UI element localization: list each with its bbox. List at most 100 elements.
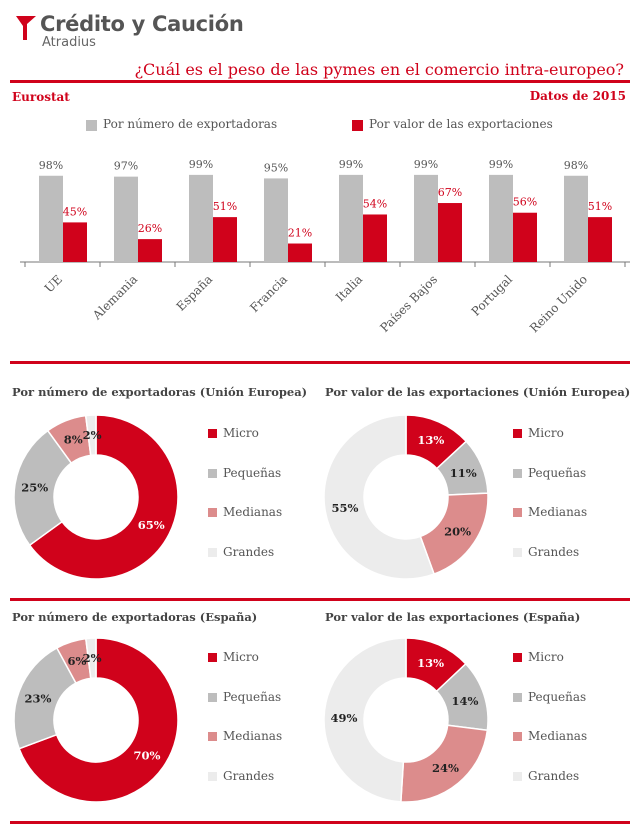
- bar-label-value-2: 51%: [213, 200, 237, 213]
- bar-label-value-1: 26%: [138, 222, 162, 235]
- bar-value-7: [588, 217, 612, 262]
- legend-label-medianas: Medianas: [223, 729, 283, 743]
- bar-label-count-5: 99%: [414, 158, 438, 171]
- donut-label-medianas: 24%: [432, 761, 459, 775]
- section-divider-1: [10, 361, 630, 364]
- legend-label-medianas: Medianas: [528, 729, 588, 743]
- section-divider-2: [10, 598, 630, 601]
- brand-subtitle: Atradius: [42, 35, 96, 50]
- page-title: ¿Cuál es el peso de las pymes en el come…: [134, 60, 624, 79]
- donut-label-medianas: 20%: [444, 524, 471, 538]
- legend-label-grandes: Grandes: [223, 544, 275, 559]
- donut-title-eu-count: Por número de exportadoras (Unión Europe…: [12, 385, 308, 399]
- bar-count-2: [189, 174, 213, 262]
- legend-label-micro: Micro: [528, 650, 564, 664]
- section-divider-3: [10, 821, 630, 824]
- x-tick-label-0: UE: [42, 272, 65, 295]
- legend-swatch-grandes: [513, 771, 522, 781]
- legend-swatch-medianas: [208, 732, 217, 741]
- legend-label-count: Por número de exportadoras: [103, 117, 278, 131]
- bar-count-1: [114, 176, 138, 262]
- date-label: Datos de 2015: [529, 89, 626, 103]
- legend-swatch-micro: [513, 653, 522, 662]
- donut-slice-pequenas: [13, 429, 73, 547]
- legend-swatch-micro: [208, 653, 217, 662]
- bar-label-value-0: 45%: [63, 205, 87, 218]
- donut-slice-micro: [18, 637, 179, 803]
- legend-label-pequenas: Pequeñas: [528, 465, 587, 480]
- donut-slice-grandes: [323, 414, 436, 580]
- bar-label-count-6: 99%: [489, 158, 513, 171]
- donut-slice-grandes: [84, 637, 97, 680]
- logo-mark-icon: [16, 16, 36, 40]
- source-label: Eurostat: [12, 90, 70, 104]
- x-tick-label-5: Países Bajos: [377, 272, 440, 335]
- bar-value-3: [288, 243, 312, 262]
- donut-label-micro: 13%: [417, 656, 444, 670]
- donut-label-grandes: 49%: [331, 711, 358, 725]
- legend-swatch-value: [352, 120, 363, 131]
- bar-label-value-3: 21%: [288, 227, 312, 240]
- legend-label-medianas: Medianas: [223, 505, 283, 519]
- legend-swatch-pequenas: [208, 692, 217, 702]
- bar-chart: 98% 45% UE 97% 26% Alemania 99% 51% España 95% 21%…: [20, 158, 630, 335]
- bar-label-count-4: 99%: [339, 158, 363, 171]
- donut-label-micro: 65%: [138, 518, 165, 532]
- bar-value-2: [213, 217, 237, 262]
- legend-swatch-medianas: [513, 732, 522, 741]
- x-tick-label-4: Italia: [333, 272, 365, 304]
- legend-label-grandes: Grandes: [223, 768, 275, 783]
- donut-label-pequenas: 11%: [450, 466, 477, 480]
- legend-label-pequenas: Pequeñas: [223, 689, 282, 704]
- legend-label-grandes: Grandes: [528, 768, 580, 783]
- legend-swatch-medianas: [208, 508, 217, 517]
- bar-count-0: [39, 175, 63, 262]
- donut-label-grandes: 2%: [83, 428, 102, 442]
- x-tick-label-1: Alemania: [89, 272, 140, 323]
- donut-chart-eu-value: 13% 11% 20% 55%: [323, 414, 489, 580]
- donut-chart-es-value: 13% 14% 24% 49%: [323, 637, 489, 803]
- legend-swatch-pequenas: [513, 692, 522, 702]
- legend-label-micro: Micro: [223, 426, 259, 440]
- bar-value-5: [438, 203, 462, 262]
- donut-title-es-value: Por valor de las exportaciones (España): [325, 610, 581, 624]
- legend-swatch-grandes: [513, 547, 522, 557]
- legend-swatch-medianas: [513, 508, 522, 517]
- bar-value-0: [63, 222, 87, 262]
- legend-label-micro: Micro: [223, 650, 259, 664]
- x-tick-label-7: Reino Unido: [527, 272, 590, 335]
- donut-chart-es-count: 70% 23% 6%2%: [13, 637, 179, 803]
- donut-chart-eu-count: 65% 25% 8% 2%: [13, 414, 179, 580]
- x-tick-label-2: España: [174, 272, 215, 313]
- donut-slice-medianas: [400, 724, 489, 803]
- bar-label-value-4: 54%: [363, 197, 387, 210]
- donut-label-grandes: 2%: [83, 651, 102, 665]
- bar-count-7: [564, 175, 588, 262]
- legend-label-medianas: Medianas: [528, 505, 588, 519]
- bar-label-count-1: 97%: [114, 160, 138, 173]
- donut-label-pequenas: 25%: [21, 480, 48, 494]
- bar-label-count-7: 98%: [564, 159, 588, 172]
- donut-title-es-count: Por número de exportadoras (España): [12, 610, 258, 624]
- donut-label-micro: 13%: [417, 433, 444, 447]
- bar-label-value-7: 51%: [588, 200, 612, 213]
- bar-label-count-0: 98%: [39, 159, 63, 172]
- legend-label-pequenas: Pequeñas: [223, 465, 282, 480]
- donut-label-medianas: 6%: [68, 654, 87, 668]
- legend-label-pequenas: Pequeñas: [528, 689, 587, 704]
- bar-count-4: [339, 174, 363, 262]
- donut-label-pequenas: 14%: [451, 694, 478, 708]
- header-divider: [10, 80, 630, 83]
- legend-swatch-pequenas: [208, 468, 217, 478]
- legend-swatch-count: [86, 120, 97, 131]
- x-tick-label-6: Portugal: [469, 272, 516, 319]
- legend-swatch-micro: [208, 429, 217, 438]
- donut-label-pequenas: 23%: [24, 691, 51, 705]
- donut-label-grandes: 55%: [331, 501, 358, 515]
- legend-label-micro: Micro: [528, 426, 564, 440]
- bar-count-6: [489, 174, 513, 262]
- legend-swatch-pequenas: [513, 468, 522, 478]
- legend-swatch-grandes: [208, 547, 217, 557]
- legend-swatch-grandes: [208, 771, 217, 781]
- x-tick-label-3: Francia: [247, 272, 290, 315]
